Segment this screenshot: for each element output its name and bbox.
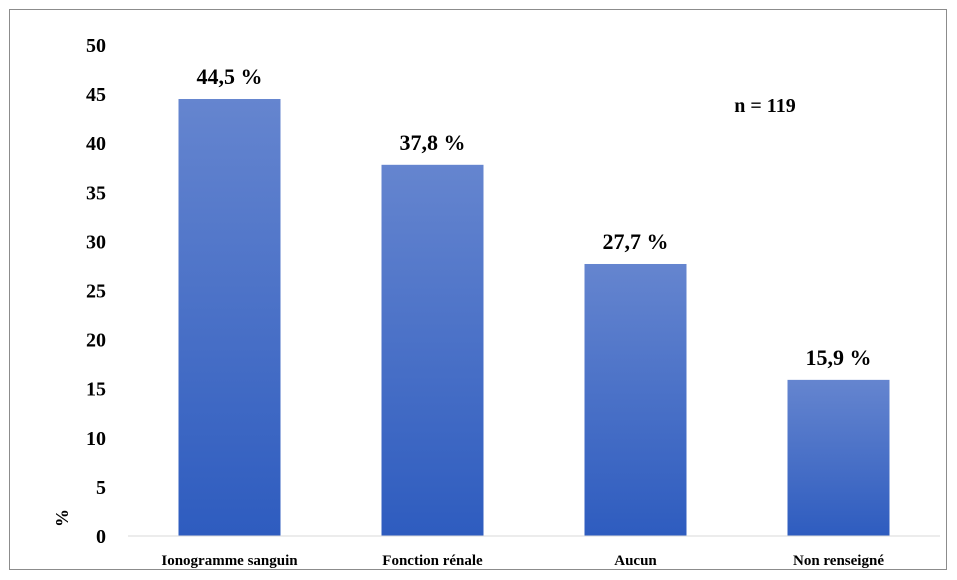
x-axis-labels: Ionogramme sanguin Fonction rénale Aucun No… <box>161 553 884 569</box>
y-tick-label: 15 <box>86 379 106 401</box>
y-tick-label: 20 <box>86 330 106 352</box>
bar-1 <box>381 164 484 536</box>
x-category-label: Non renseigné <box>793 553 884 569</box>
bar-3 <box>787 379 890 536</box>
data-label: 44,5 % <box>197 64 263 89</box>
y-axis-label: % <box>52 509 72 527</box>
bar-0 <box>178 99 281 536</box>
sample-size-annotation: n = 119 <box>734 95 795 117</box>
y-tick-label: 0 <box>96 526 106 548</box>
y-tick-label: 10 <box>86 428 106 450</box>
y-tick-label: 40 <box>86 133 106 155</box>
bar-2 <box>584 263 687 536</box>
x-category-label: Aucun <box>614 553 657 569</box>
data-labels: 44,5 % 37,8 % 27,7 % 15,9 % <box>197 64 872 370</box>
data-label: 27,7 % <box>603 229 669 254</box>
y-tick-label: 50 <box>86 35 106 57</box>
x-category-label: Ionogramme sanguin <box>161 553 298 569</box>
y-tick-label: 30 <box>86 231 106 253</box>
y-tick-label: 25 <box>86 281 106 303</box>
data-label: 15,9 % <box>806 345 872 370</box>
y-tick-label: 35 <box>86 182 106 204</box>
x-category-label: Fonction rénale <box>382 553 483 569</box>
y-tick-label: 5 <box>96 477 106 499</box>
data-label: 37,8 % <box>400 130 466 155</box>
bars <box>178 99 890 536</box>
y-axis-ticks: 0 5 10 15 20 25 30 35 40 45 50 <box>86 35 106 548</box>
y-tick-label: 45 <box>86 84 106 106</box>
